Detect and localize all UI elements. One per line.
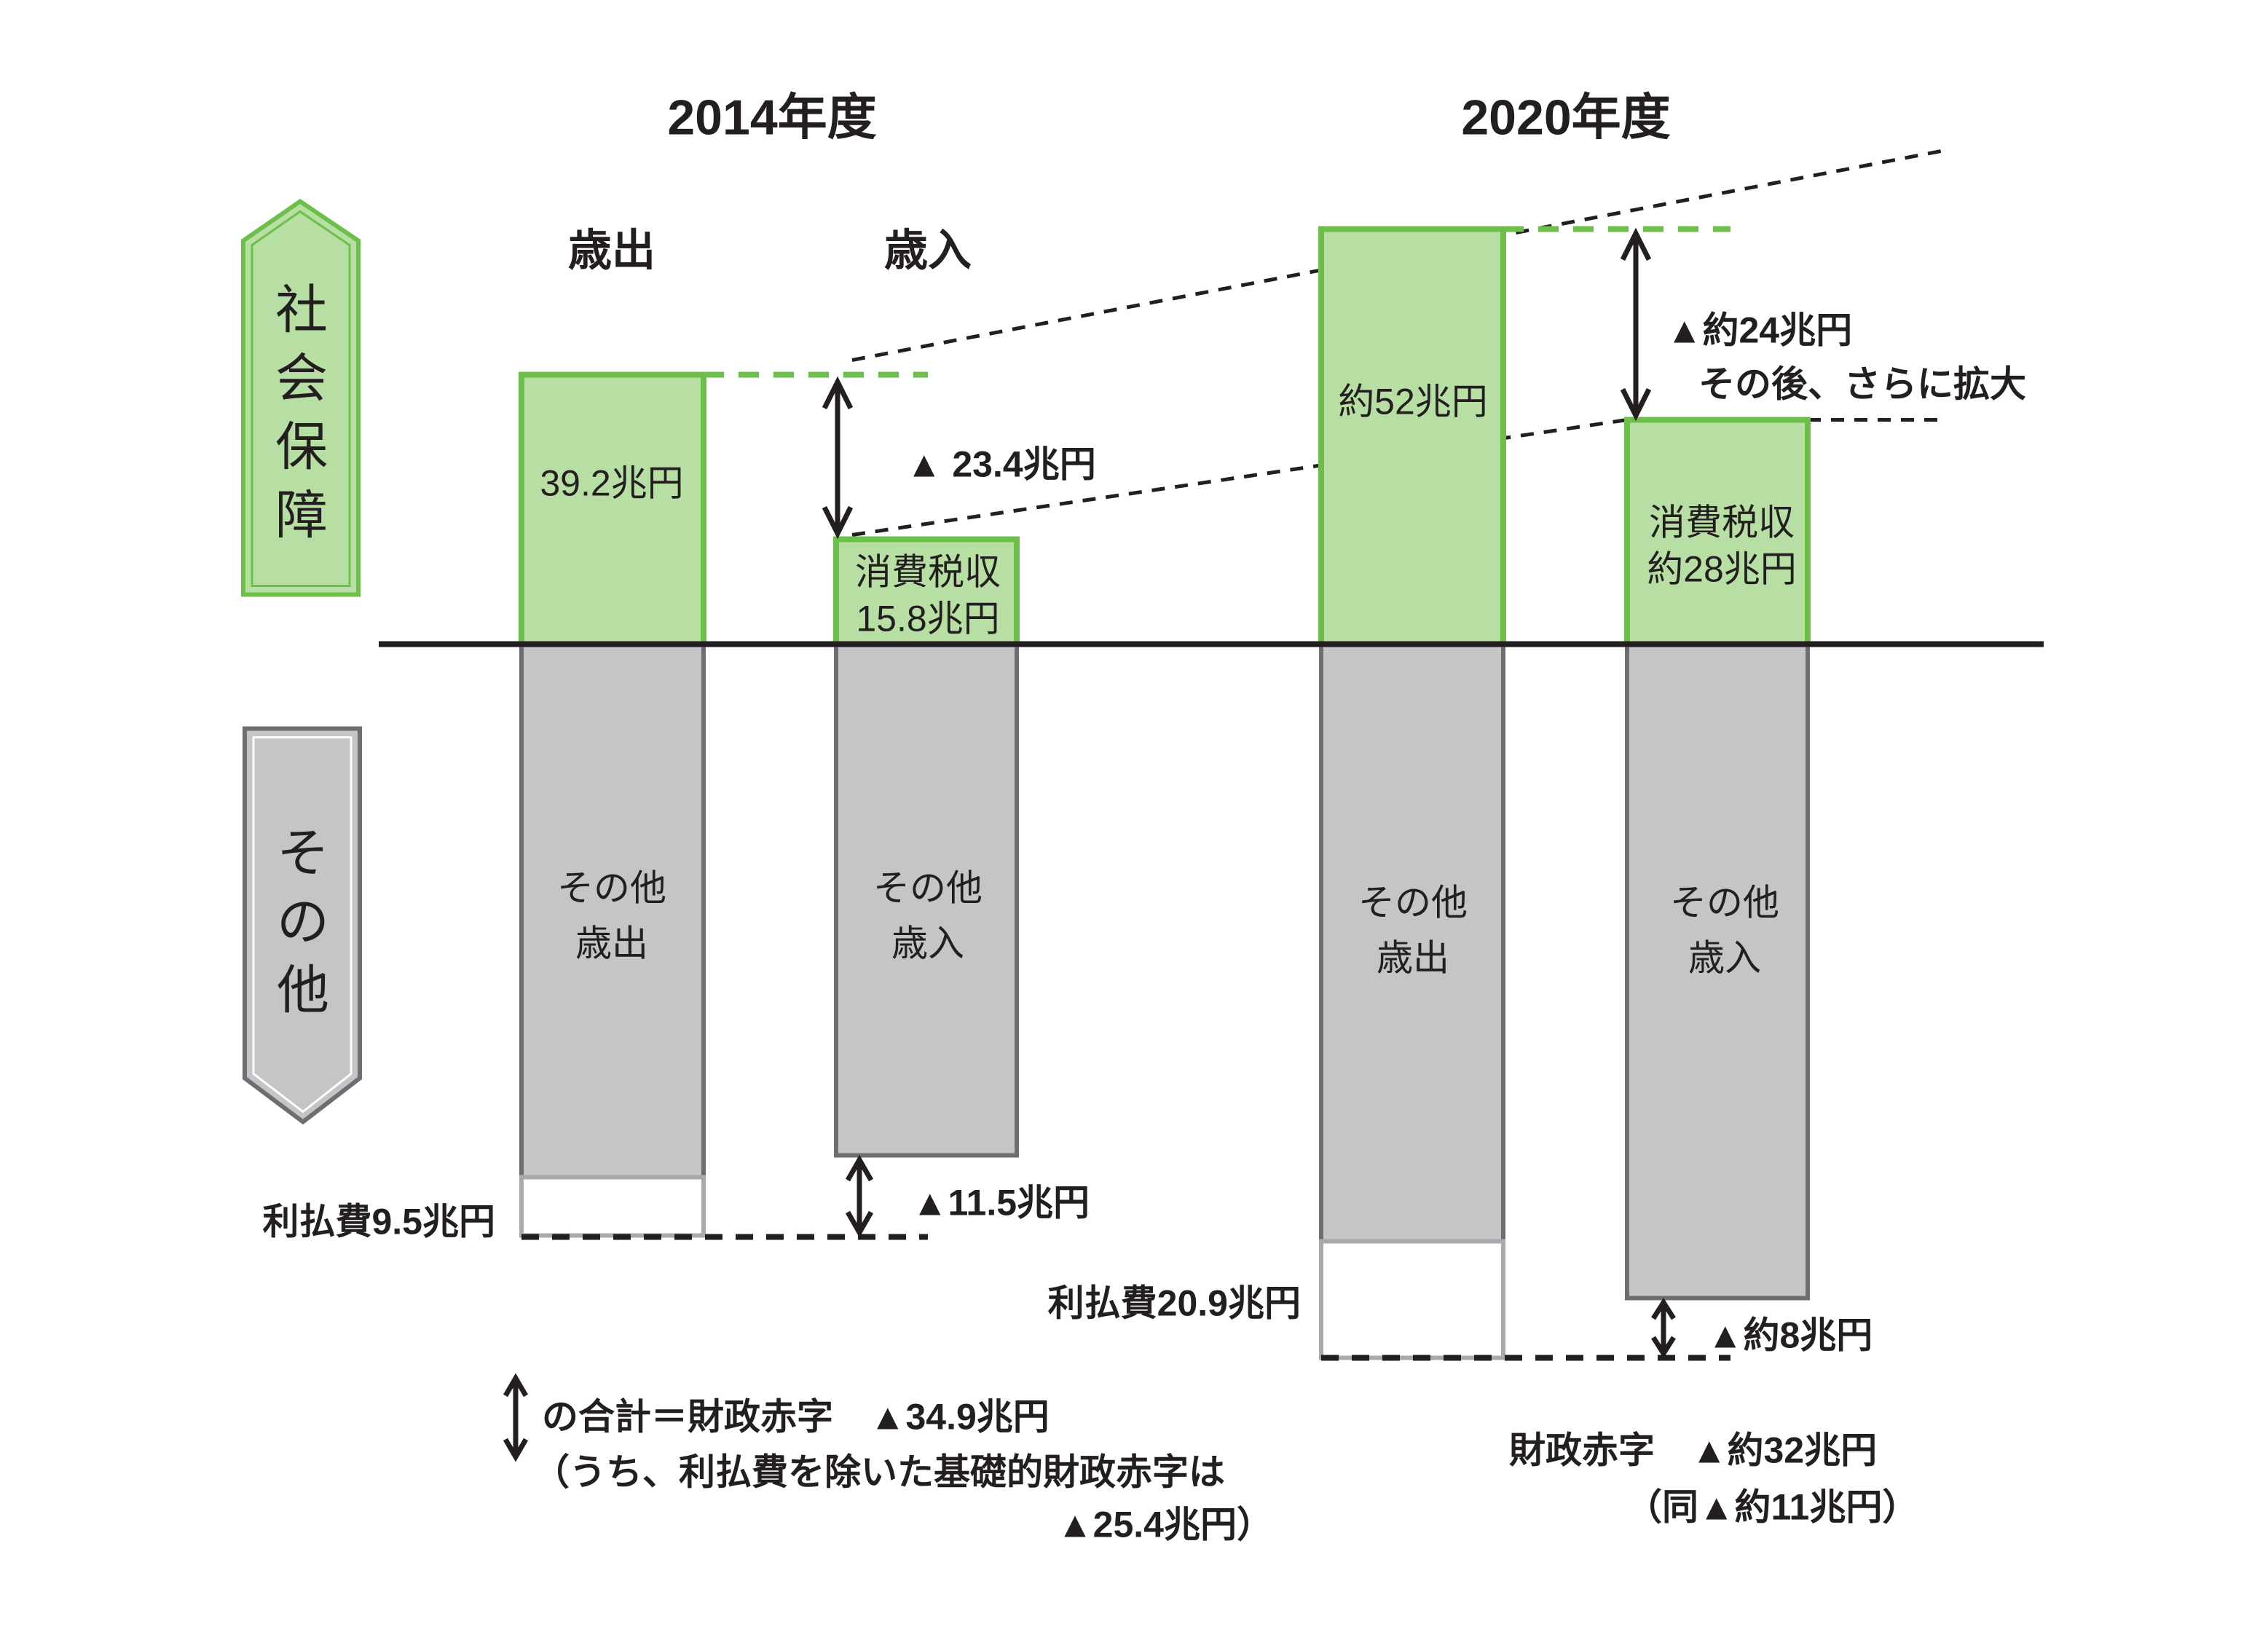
label-2014-other-revenue: その他 bbox=[873, 868, 983, 909]
header-expenditure: 歳出 bbox=[568, 226, 655, 275]
label-2020-gap-note: その後、さらに拡大 bbox=[1698, 364, 2026, 405]
bar-2020-consumption-tax bbox=[1624, 417, 1811, 647]
label-2020-interest: 利払費20.9兆円 bbox=[1048, 1283, 1301, 1324]
header-2014: 2014年度 bbox=[667, 90, 876, 146]
note-2014-line-2: （うち、利払費を除いた基礎的財政赤字は bbox=[533, 1452, 1225, 1493]
label-2014-other-expenditure-2: 歳出 bbox=[575, 923, 648, 964]
label-2020-other-expenditure-2: 歳出 bbox=[1377, 938, 1449, 979]
svg-text:そ: そ bbox=[277, 825, 329, 883]
legend-arrow-icon bbox=[503, 1373, 529, 1462]
bar-2020-social-expenditure bbox=[1318, 226, 1506, 647]
bar-2014-interest bbox=[519, 1175, 706, 1238]
note-2020-line-1: 財政赤字 ▲約32兆円 bbox=[1509, 1430, 1877, 1471]
label-2014-tax-title: 消費税収 bbox=[855, 552, 1001, 593]
label-2014-interest: 利払費9.5兆円 bbox=[262, 1202, 495, 1242]
svg-text:社: 社 bbox=[275, 282, 328, 340]
label-2014-gap-social: ▲ 23.4兆円 bbox=[906, 444, 1096, 485]
bar-2020-other-revenue bbox=[1625, 642, 1810, 1301]
svg-text:他: 他 bbox=[277, 962, 329, 1020]
bar-2020-interest bbox=[1319, 1239, 1505, 1360]
label-2020-other-expenditure: その他 bbox=[1358, 883, 1468, 923]
label-2014-other-revenue-2: 歳入 bbox=[891, 923, 964, 964]
note-2014-line-1: の合計＝財政赤字 ▲34.9兆円 bbox=[542, 1397, 1050, 1438]
svg-text:の: の bbox=[277, 894, 329, 952]
note-2014-line-3: ▲25.4兆円） bbox=[1057, 1505, 1273, 1545]
label-2014-tax-value: 15.8兆円 bbox=[856, 599, 999, 639]
social-security-label: 社 会 保 障 bbox=[241, 198, 361, 597]
label-2020-other-revenue-2: 歳入 bbox=[1688, 938, 1761, 979]
bar-2014-other-expenditure bbox=[519, 642, 706, 1180]
bar-2014-other-revenue bbox=[834, 642, 1019, 1158]
gap-arrow-2014-social bbox=[822, 376, 854, 540]
other-label: そ の 他 bbox=[243, 726, 362, 1125]
label-2020-tax-value: 約28兆円 bbox=[1647, 549, 1797, 590]
bar-2014-social-expenditure bbox=[519, 371, 706, 647]
bar-2020-other-expenditure bbox=[1319, 642, 1505, 1244]
label-2020-social-expenditure: 約52兆円 bbox=[1338, 382, 1488, 422]
label-2014-gap-other: ▲11.5兆円 bbox=[912, 1183, 1090, 1223]
header-2020: 2020年度 bbox=[1461, 90, 1670, 146]
svg-text:保: 保 bbox=[275, 419, 328, 477]
label-2020-other-revenue: その他 bbox=[1670, 883, 1779, 923]
gap-arrow-2020-other bbox=[1651, 1297, 1676, 1359]
svg-text:会: 会 bbox=[275, 350, 328, 409]
note-2020-line-2: （同▲約11兆円） bbox=[1626, 1487, 1918, 1528]
label-2014-other-expenditure: その他 bbox=[557, 868, 666, 909]
svg-text:障: 障 bbox=[275, 487, 328, 545]
gap-arrow-2020-social bbox=[1620, 227, 1652, 422]
gap-arrow-2014-other bbox=[845, 1154, 874, 1238]
label-2020-tax-title: 消費税収 bbox=[1649, 502, 1795, 543]
label-2020-gap-other: ▲約8兆円 bbox=[1707, 1315, 1873, 1356]
header-revenue: 歳入 bbox=[884, 226, 972, 275]
label-2014-social-expenditure: 39.2兆円 bbox=[540, 463, 683, 504]
label-2020-gap-social: ▲約24兆円 bbox=[1666, 310, 1852, 351]
